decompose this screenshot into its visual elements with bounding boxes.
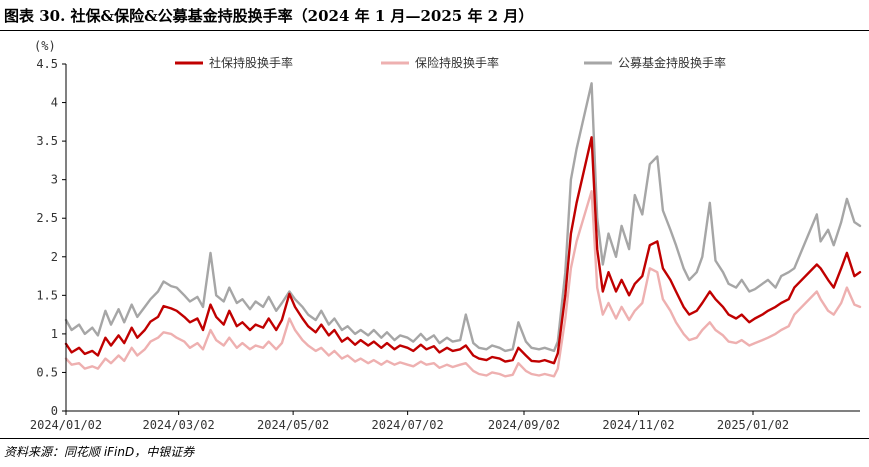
x-tick-label: 2024/01/02: [30, 418, 102, 432]
series-lines: [64, 82, 862, 378]
x-tick-label: 2024/11/02: [602, 418, 674, 432]
x-tick-label: 2024/03/02: [142, 418, 214, 432]
series-line-2: [64, 190, 862, 378]
chart-legend: 社保持股换手率 保险持股换手率 公募基金持股换手率: [175, 55, 726, 70]
y-axis-ticks: 0 0.5 1 1.5 2 2.5 3 3.5 4 4.5: [36, 57, 66, 418]
y-tick-label: 1: [51, 327, 58, 341]
source-note: 资料来源：同花顺 iFinD，中银证券: [4, 445, 195, 459]
x-tick-label: 2024/05/02: [257, 418, 329, 432]
series-line-3: [64, 82, 862, 353]
legend-label: 公募基金持股换手率: [618, 55, 726, 70]
y-unit-label: (%): [34, 39, 56, 53]
y-tick-label: 3.5: [36, 134, 58, 148]
y-tick-label: 0.5: [36, 365, 58, 379]
legend-label: 社保持股换手率: [209, 55, 293, 70]
source-rule: [0, 438, 869, 439]
y-tick-label: 0: [51, 404, 58, 418]
x-tick-label: 2025/01/02: [717, 418, 789, 432]
x-tick-label: 2024/07/02: [372, 418, 444, 432]
y-tick-label: 2.5: [36, 211, 58, 225]
x-tick-label: 2024/09/02: [488, 418, 560, 432]
series-line-1: [64, 136, 862, 365]
y-tick-label: 1.5: [36, 288, 58, 302]
title-rule: [0, 30, 869, 31]
y-tick-label: 4: [51, 96, 58, 110]
chart-title: 图表 30. 社保&保险&公募基金持股换手率（2024 年 1 月—2025 年…: [4, 7, 534, 25]
y-tick-label: 4.5: [36, 57, 58, 71]
y-tick-label: 2: [51, 250, 58, 264]
y-tick-label: 3: [51, 173, 58, 187]
legend-label: 保险持股换手率: [415, 55, 499, 70]
x-axis-ticks: 2024/01/02 2024/03/02 2024/05/02 2024/07/02…: [30, 411, 789, 432]
line-chart: (%) 00.511.522.533.544.5 2024/01/02 2024/…: [30, 39, 862, 432]
